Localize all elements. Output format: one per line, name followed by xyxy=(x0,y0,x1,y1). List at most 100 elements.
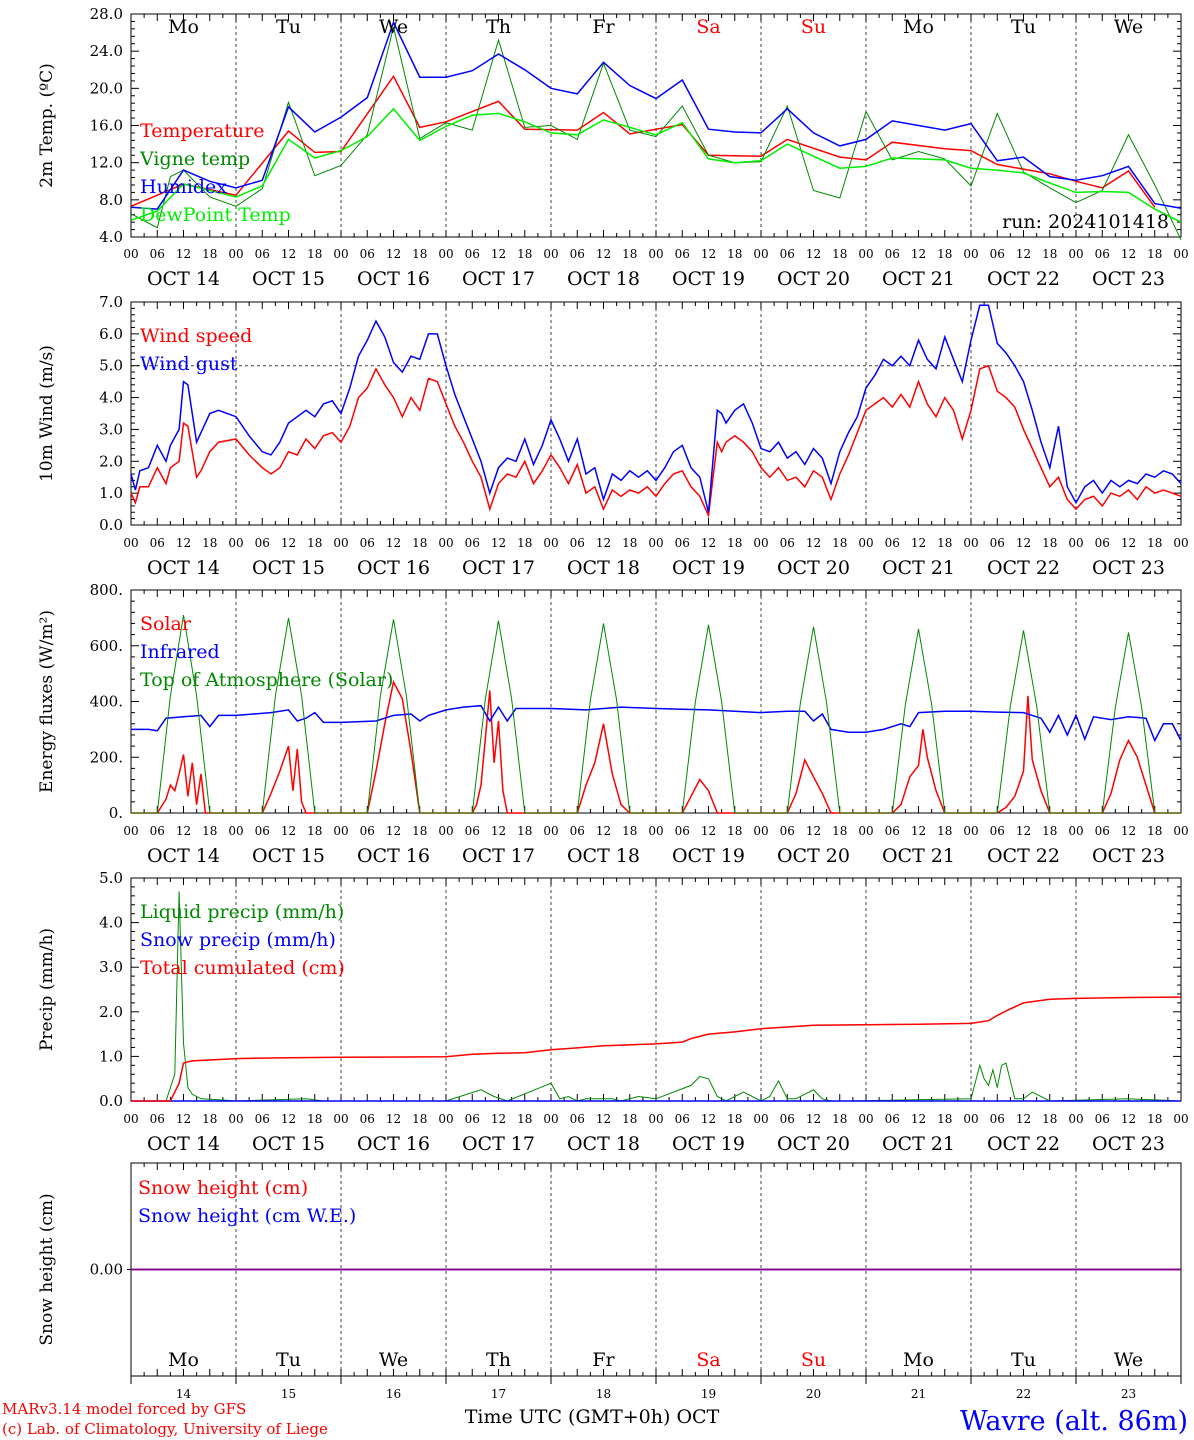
date-label: OCT 14 xyxy=(147,557,220,579)
day-number: 17 xyxy=(491,1387,506,1401)
day-name: Tu xyxy=(276,1349,301,1371)
hour-label: 06 xyxy=(780,824,795,838)
hour-label: 06 xyxy=(570,824,585,838)
hour-label: 00 xyxy=(648,1112,663,1126)
hour-label: 00 xyxy=(753,1112,768,1126)
series-line xyxy=(130,74,1156,208)
hour-label: 06 xyxy=(150,247,165,261)
hour-label: 18 xyxy=(202,1112,217,1126)
hour-label: 12 xyxy=(1016,824,1031,838)
station-label: Wavre (alt. 86m) xyxy=(960,1406,1188,1437)
y-tick-label: 5.0 xyxy=(99,869,123,887)
hour-label: 06 xyxy=(360,824,375,838)
hour-label: 06 xyxy=(780,1112,795,1126)
hour-label: 12 xyxy=(911,824,926,838)
day-number: 14 xyxy=(176,1387,192,1401)
hour-label: 12 xyxy=(176,1112,191,1126)
date-label: OCT 19 xyxy=(672,268,745,290)
hour-label: 00 xyxy=(963,536,978,550)
hour-label: 12 xyxy=(701,247,716,261)
hour-label: 00 xyxy=(438,247,453,261)
y-tick-label: 2.0 xyxy=(99,452,123,470)
series-line xyxy=(131,615,1181,814)
hour-label: 18 xyxy=(517,536,532,550)
date-label: OCT 14 xyxy=(147,268,220,290)
hour-label: 06 xyxy=(255,824,270,838)
y-axis-label: Energy fluxes (W/m²) xyxy=(37,610,57,793)
hour-label: 00 xyxy=(1068,536,1083,550)
hour-label: 00 xyxy=(963,1112,978,1126)
date-label: OCT 18 xyxy=(567,845,640,867)
date-label: OCT 20 xyxy=(777,1133,850,1155)
hour-label: 00 xyxy=(753,536,768,550)
day-number: 21 xyxy=(911,1387,926,1401)
hour-label: 00 xyxy=(123,536,138,550)
day-name: Su xyxy=(801,1349,826,1371)
hour-label: 18 xyxy=(1147,247,1162,261)
y-tick-label: 2.0 xyxy=(99,1003,123,1021)
hour-label: 00 xyxy=(753,247,768,261)
hour-label: 00 xyxy=(543,247,558,261)
hour-label: 18 xyxy=(1147,1112,1162,1126)
series-line xyxy=(131,704,1182,743)
hour-label: 18 xyxy=(622,1112,637,1126)
run-label: run: 2024101418 xyxy=(1002,211,1169,233)
hour-label: 00 xyxy=(438,1112,453,1126)
date-label: OCT 19 xyxy=(672,557,745,579)
hour-label: 00 xyxy=(648,247,663,261)
date-label: OCT 16 xyxy=(357,845,430,867)
hour-label: 12 xyxy=(1016,247,1031,261)
hour-label: 06 xyxy=(1095,1112,1110,1126)
hour-label: 12 xyxy=(806,247,821,261)
hour-label: 18 xyxy=(1147,824,1162,838)
y-tick-label: 4.0 xyxy=(99,914,123,932)
hour-label: 18 xyxy=(307,247,322,261)
day-number: 18 xyxy=(596,1387,611,1401)
hour-label: 00 xyxy=(1173,247,1188,261)
legend-entry: Vigne temp xyxy=(139,148,250,170)
y-tick-label: 0.0 xyxy=(99,1092,123,1110)
hour-label: 00 xyxy=(228,824,243,838)
day-number: 19 xyxy=(701,1387,716,1401)
y-axis-label: Precip (mm/h) xyxy=(37,928,57,1051)
day-name: We xyxy=(1114,1349,1143,1371)
hour-label: 00 xyxy=(228,536,243,550)
y-tick-label: 3.0 xyxy=(99,420,123,438)
day-name: Th xyxy=(486,1349,511,1371)
series-line xyxy=(131,996,1182,1102)
hour-label: 12 xyxy=(1121,824,1136,838)
y-tick-label: 5.0 xyxy=(99,357,123,375)
hour-label: 00 xyxy=(1173,824,1188,838)
date-label: OCT 16 xyxy=(357,268,430,290)
hour-label: 06 xyxy=(1095,247,1110,261)
hour-label: 00 xyxy=(858,247,873,261)
y-tick-label: 0.00 xyxy=(90,1261,123,1279)
hour-label: 12 xyxy=(386,824,401,838)
date-label: OCT 18 xyxy=(567,1133,640,1155)
hour-label: 18 xyxy=(727,824,742,838)
hour-label: 18 xyxy=(937,247,952,261)
hour-label: 12 xyxy=(596,247,611,261)
hour-label: 00 xyxy=(648,536,663,550)
y-tick-label: 400. xyxy=(90,693,123,711)
hour-label: 18 xyxy=(622,536,637,550)
hour-label: 18 xyxy=(412,824,427,838)
y-tick-label: 6.0 xyxy=(99,325,123,343)
hour-label: 18 xyxy=(937,536,952,550)
hour-label: 18 xyxy=(1042,1112,1057,1126)
date-label: OCT 23 xyxy=(1092,557,1165,579)
day-name: Sa xyxy=(696,1349,720,1371)
y-tick-label: 200. xyxy=(90,748,123,766)
date-label: OCT 22 xyxy=(987,1133,1060,1155)
day-name: Tu xyxy=(276,16,301,38)
hour-label: 06 xyxy=(1095,824,1110,838)
day-name: Mo xyxy=(903,16,934,38)
hour-label: 12 xyxy=(281,536,296,550)
hour-label: 06 xyxy=(675,247,690,261)
hour-label: 06 xyxy=(465,536,480,550)
series-line xyxy=(130,304,1182,513)
hour-label: 00 xyxy=(333,247,348,261)
legend-entry: Snow precip (mm/h) xyxy=(140,929,336,951)
series-line xyxy=(130,20,1182,210)
